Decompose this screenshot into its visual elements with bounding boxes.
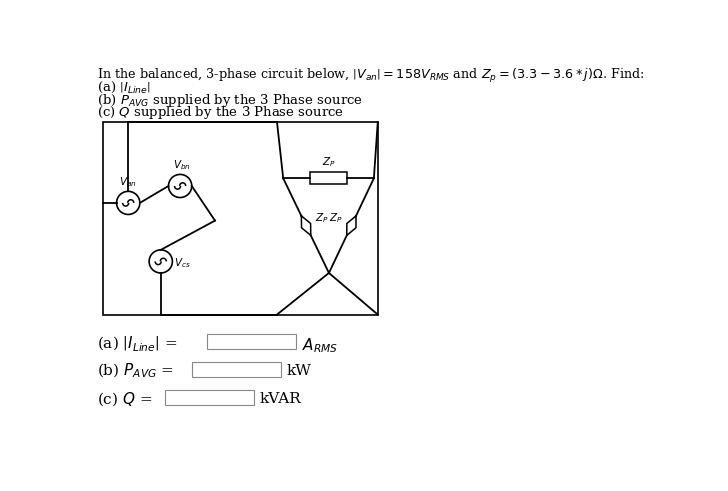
Bar: [165, 390, 254, 406]
Text: kW: kW: [286, 364, 311, 378]
Text: $Z_P$: $Z_P$: [322, 155, 336, 169]
Text: In the balanced, 3-phase circuit below, $\left|V_{an}\right| = 158V_{RMS}$ and $: In the balanced, 3-phase circuit below, …: [98, 67, 645, 84]
Bar: [310, 172, 347, 185]
Text: (c) $Q$ supplied by the 3 Phase source: (c) $Q$ supplied by the 3 Phase source: [98, 105, 344, 121]
Bar: [207, 334, 296, 349]
Text: (a) $\left|I_{Line}\right|$: (a) $\left|I_{Line}\right|$: [98, 80, 151, 95]
Text: $Z_P$: $Z_P$: [329, 212, 343, 225]
Text: $V_{an}$: $V_{an}$: [119, 175, 136, 189]
Text: (b) $P_{AVG}$ =: (b) $P_{AVG}$ =: [98, 361, 174, 380]
Bar: [103, 122, 378, 315]
Text: $A_{RMS}$: $A_{RMS}$: [302, 336, 338, 355]
Text: (a) $\left|I_{Line}\right|$ =: (a) $\left|I_{Line}\right|$ =: [98, 334, 178, 353]
Text: (b) $P_{AVG}$ supplied by the 3 Phase source: (b) $P_{AVG}$ supplied by the 3 Phase so…: [98, 92, 363, 109]
Text: kVAR: kVAR: [259, 392, 301, 407]
Text: $V_{cs}$: $V_{cs}$: [174, 256, 191, 270]
Text: (c) $Q$ =: (c) $Q$ =: [98, 390, 152, 408]
Bar: [191, 361, 281, 377]
Text: $Z_P$: $Z_P$: [314, 212, 328, 225]
Text: $V_{bn}$: $V_{bn}$: [173, 158, 191, 172]
